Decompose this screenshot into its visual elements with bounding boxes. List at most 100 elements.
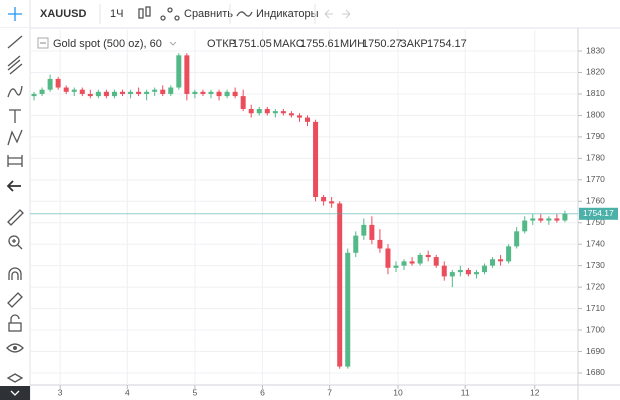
candle-body — [240, 96, 246, 109]
candle-body — [136, 91, 142, 94]
low-label: МИН — [340, 38, 365, 50]
top-toolbar — [0, 0, 620, 28]
close-label: ЗАКР — [400, 38, 428, 50]
candle-body — [377, 239, 383, 249]
candle-body — [224, 91, 230, 97]
candle-body — [369, 224, 375, 240]
text-tool[interactable] — [9, 109, 21, 123]
candle-body — [55, 78, 61, 88]
candle-body — [554, 218, 560, 221]
candle-body — [530, 218, 536, 221]
indicators-icon[interactable] — [236, 11, 253, 17]
chart-legend: Gold spot (500 oz), 60 ОТКР 1751.05 МАКС… — [37, 37, 467, 50]
compare-button[interactable]: Сравнить — [184, 8, 233, 20]
candle-body — [128, 91, 134, 94]
last-price-badge — [579, 207, 618, 220]
compare-icon[interactable] — [160, 7, 180, 21]
candle-body — [160, 89, 166, 94]
candle-body — [498, 259, 504, 262]
candle-body — [465, 269, 471, 275]
chart-style-icon[interactable] — [138, 6, 151, 19]
undo-button[interactable] — [324, 9, 333, 19]
legend-menu[interactable] — [169, 41, 177, 46]
candle-body — [296, 115, 302, 118]
candle-body — [120, 91, 126, 94]
candle-body — [514, 231, 520, 247]
y-tick-label: 1690 — [586, 346, 605, 356]
candle-body — [280, 111, 286, 114]
high-value: 1755.61 — [300, 38, 340, 50]
candle-body — [329, 201, 335, 204]
candle-body — [393, 265, 399, 268]
close-value: 1754.17 — [427, 38, 467, 50]
ruler-tool[interactable] — [7, 209, 24, 226]
last-price-label: 1754.17 — [583, 208, 614, 218]
layers-tool[interactable] — [6, 373, 24, 383]
open-label: ОТКР — [207, 38, 236, 50]
brush-tool[interactable] — [7, 85, 23, 98]
candle-body — [264, 108, 270, 114]
candle-body — [208, 91, 214, 94]
candle-body — [87, 93, 93, 97]
candle-body — [103, 91, 109, 97]
collapse-arrow[interactable] — [10, 390, 20, 396]
collapse-bar[interactable] — [0, 386, 30, 400]
y-tick-label: 1790 — [586, 131, 605, 141]
candle-body — [546, 218, 552, 221]
y-tick-label: 1750 — [586, 217, 605, 227]
candle-body — [538, 218, 544, 221]
prediction-tool[interactable] — [7, 155, 23, 167]
pitchfork-tool[interactable] — [7, 55, 23, 75]
candle-body — [256, 108, 262, 114]
candle-body — [345, 252, 351, 367]
candle-body — [288, 113, 294, 116]
legend-collapse[interactable] — [37, 37, 49, 49]
candle-body — [321, 196, 327, 202]
candle-body — [144, 91, 150, 94]
zoom-tool[interactable] — [8, 235, 23, 250]
interval[interactable]: 1Ч — [110, 8, 123, 20]
candle-body — [192, 91, 198, 94]
candle-body — [95, 91, 101, 97]
candle-body — [457, 269, 463, 273]
redo-button[interactable] — [342, 9, 351, 19]
candle-body — [168, 87, 174, 94]
y-tick-label: 1770 — [586, 174, 605, 184]
y-tick-label: 1730 — [586, 260, 605, 270]
candle-body — [248, 108, 254, 114]
x-tick-label: 6 — [260, 387, 265, 397]
draw-mode-tool[interactable] — [7, 292, 23, 308]
candle-body — [111, 91, 117, 97]
candle-body — [361, 224, 367, 236]
candle-body — [562, 213, 568, 221]
y-tick-label: 1720 — [586, 281, 605, 291]
symbol[interactable]: XAUUSD — [40, 8, 87, 20]
candle-body — [506, 246, 512, 262]
open-value: 1751.05 — [232, 38, 272, 50]
back-tool[interactable] — [6, 180, 21, 192]
pattern-tool[interactable] — [7, 129, 23, 146]
trendline-tool[interactable] — [7, 35, 23, 49]
candle-body — [481, 265, 487, 273]
lock-tool[interactable] — [8, 314, 22, 332]
x-tick-label: 3 — [58, 387, 63, 397]
crosshair-tool[interactable] — [8, 7, 22, 21]
candle-body — [232, 91, 238, 97]
candle-body — [305, 117, 311, 122]
candle-body — [490, 259, 496, 266]
candle-body — [152, 89, 158, 92]
indicators-button[interactable]: Индикаторы — [256, 8, 319, 20]
y-tick-label: 1680 — [586, 367, 605, 377]
visibility-tool[interactable] — [6, 343, 24, 353]
magnet-tool[interactable] — [8, 267, 22, 280]
candle-body — [79, 89, 85, 94]
y-tick-label: 1810 — [586, 88, 605, 98]
candle-body — [425, 254, 431, 258]
candle-body — [409, 261, 415, 264]
x-tick-label: 11 — [461, 387, 470, 397]
candle-body — [441, 265, 447, 277]
candles — [30, 53, 578, 369]
x-tick-label: 7 — [327, 387, 332, 397]
